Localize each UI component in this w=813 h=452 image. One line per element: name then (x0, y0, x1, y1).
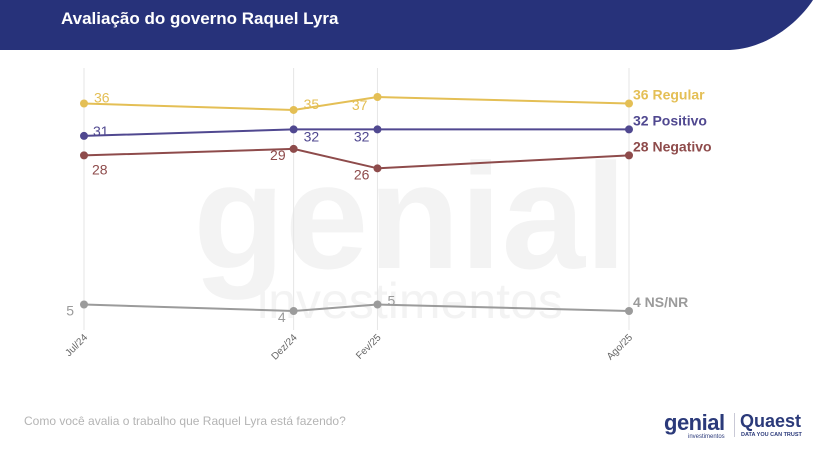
data-point (289, 105, 298, 114)
quaest-logo-tagline: DATA YOU CAN TRUST (741, 432, 802, 438)
series-end-label: 28 Negativo (633, 138, 712, 154)
x-axis-ticks: Jul/24 Dez/24 Fev/25 Ago/25 (63, 332, 635, 363)
x-tick-label: Fev/25 (354, 332, 384, 362)
data-point (373, 125, 382, 134)
data-label: 4 (278, 309, 286, 325)
data-point (373, 164, 382, 173)
page-title: Avaliação do governo Raquel Lyra (61, 9, 339, 28)
survey-question: Como você avalia o trabalho que Raquel L… (24, 414, 346, 428)
data-point (289, 307, 298, 315)
watermark: genial investimentos (193, 132, 626, 329)
data-label: 29 (270, 147, 286, 163)
x-tick-label: Jul/24 (63, 332, 90, 359)
series-line (83, 95, 630, 112)
series-layer: 36 35 37 36 Regular 31 32 32 32 Positivo 28 29 26 2… (66, 86, 711, 325)
data-point (80, 300, 88, 309)
data-point (625, 307, 633, 315)
data-point (373, 300, 382, 309)
watermark-subword: investimentos (257, 273, 563, 329)
data-point (289, 125, 298, 134)
genial-logo-subtitle: investimentos (688, 434, 725, 440)
data-point (80, 151, 88, 160)
series-line (83, 147, 630, 170)
header-banner (0, 0, 813, 50)
series-line (83, 128, 629, 137)
series-end-label: 32 Positivo (633, 112, 707, 128)
data-label: 32 (304, 128, 320, 144)
data-label: 26 (354, 166, 370, 182)
data-point (625, 125, 633, 134)
data-point (625, 151, 633, 160)
grid-lines (83, 68, 630, 330)
genial-logo: genial (664, 410, 725, 435)
data-point (625, 99, 633, 108)
data-point (289, 144, 298, 153)
logo-divider (734, 413, 735, 437)
x-tick-label: Ago/25 (605, 332, 635, 362)
data-label: 37 (352, 97, 368, 113)
series-end-label: 36 Regular (633, 86, 705, 102)
data-label: 5 (66, 303, 74, 319)
quaest-logo: Quaest (740, 411, 802, 431)
brand-logos: genial investimentos Quaest DATA YOU CAN… (664, 410, 804, 442)
x-tick-label: Dez/24 (270, 332, 300, 362)
series-line (83, 303, 630, 313)
data-point (80, 131, 88, 140)
data-label: 28 (92, 161, 108, 177)
data-label: 32 (354, 128, 370, 144)
data-label: 5 (387, 293, 395, 309)
data-label: 36 (94, 89, 110, 105)
data-label: 35 (304, 96, 320, 112)
data-point (80, 99, 88, 108)
data-point (373, 93, 382, 101)
series-end-label: 4 NS/NR (633, 294, 688, 310)
data-label: 31 (93, 123, 109, 139)
